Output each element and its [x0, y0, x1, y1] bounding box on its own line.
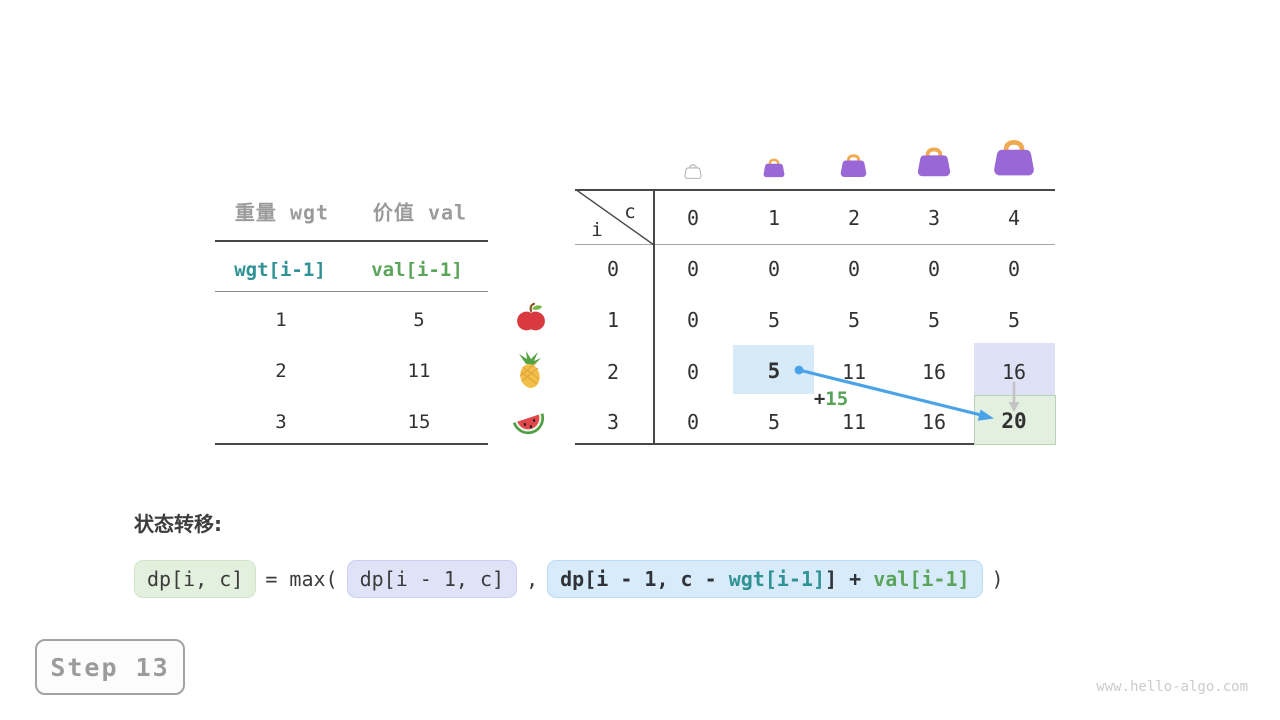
dp-cell-r3-c2: 11 [841, 410, 867, 434]
dp-corner-col-var: c [624, 201, 636, 223]
dp-cell-r1-c2: 5 [847, 308, 861, 332]
dp-cell-r1-c0: 0 [686, 308, 700, 332]
dp-row-header-0: 0 [606, 257, 620, 281]
dp-cell-r0-c2: 0 [847, 257, 861, 281]
state-transition-formula: dp[i, c] = max( dp[i - 1, c] , dp[i - 1,… [134, 560, 1004, 598]
dp-col-header-2: 2 [847, 206, 861, 230]
add-value: 15 [825, 388, 849, 410]
bag-icon-capacity-0 [684, 164, 702, 179]
formula-close-paren: ) [991, 567, 1004, 591]
dp-cell-r2-c0: 0 [686, 360, 700, 384]
item-weight-2: 2 [275, 360, 287, 382]
item-table-header-value: 价值 val [372, 200, 468, 225]
item-weight-3: 3 [275, 411, 287, 433]
item-value-2: 11 [407, 360, 431, 382]
pineapple-icon [519, 351, 541, 388]
watermelon-icon [512, 413, 545, 435]
formula-option2-val: val[i-1] [873, 567, 970, 591]
dp-row-header-1: 1 [606, 308, 620, 332]
dp-cell-r1-c4: 5 [1007, 308, 1021, 332]
dp-table-vertical-rule [653, 189, 655, 445]
apple-icon [517, 302, 545, 331]
formula-option2-wgt: wgt[i-1] [728, 567, 826, 591]
add-plus-sign: + [813, 388, 826, 410]
bag-icon-capacity-1 [763, 158, 785, 178]
dp-cell-r3-c4-result: 20 [1001, 409, 1027, 433]
dp-table-header-rule [575, 244, 1055, 245]
dp-cell-r1-c3: 5 [927, 308, 941, 332]
dp-cell-r2-c4-compare: 16 [1001, 360, 1027, 384]
dp-cell-r2-c3: 16 [921, 360, 947, 384]
item-weight-1: 1 [275, 309, 287, 331]
dp-cell-r3-c1: 5 [767, 410, 781, 434]
bag-icon-capacity-4 [994, 140, 1034, 176]
item-table-wgt-formula: wgt[i-1] [234, 259, 326, 281]
item-value-3: 15 [407, 411, 431, 433]
watermark: www.hello-algo.com [1096, 679, 1248, 695]
dp-cell-r0-c1: 0 [767, 257, 781, 281]
formula-eq-max: = max( [265, 567, 338, 591]
dp-corner-row-var: i [591, 219, 603, 241]
formula-comma: , [526, 567, 539, 591]
dp-table-top-rule [575, 189, 1055, 191]
dp-cell-r0-c4: 0 [1007, 257, 1021, 281]
item-table-mid-rule [215, 291, 488, 292]
bag-icon-capacity-3 [917, 147, 951, 177]
item-table-bottom-rule [215, 443, 488, 445]
state-transition-label: 状态转移: [134, 512, 222, 536]
dp-row-header-3: 3 [606, 410, 620, 434]
add-value-annotation: +15 [814, 388, 848, 410]
dp-cell-r2-c1-source: 5 [767, 359, 781, 383]
dp-cell-r0-c0: 0 [686, 257, 700, 281]
dp-col-header-1: 1 [767, 206, 781, 230]
step-badge: Step 13 [35, 639, 185, 695]
dp-cell-r1-c1: 5 [767, 308, 781, 332]
dp-cell-r2-c2: 11 [841, 360, 867, 384]
dp-col-header-3: 3 [927, 206, 941, 230]
formula-option2-prefix: dp[i - 1, c - [560, 567, 729, 591]
item-table-top-rule [215, 240, 488, 242]
dp-cell-r3-c3: 16 [921, 410, 947, 434]
dp-col-header-4: 4 [1007, 206, 1021, 230]
dp-table-bottom-rule [575, 443, 1055, 445]
item-table-header-weight: 重量 wgt [234, 200, 330, 225]
bag-icon-capacity-2 [840, 154, 867, 177]
formula-lhs-box: dp[i, c] [134, 560, 257, 598]
formula-option2-mid: ] + [825, 567, 874, 591]
dp-corner-diagonal [575, 189, 655, 246]
item-value-1: 5 [413, 309, 425, 331]
formula-option2-box: dp[i - 1, c - wgt[i-1]] + val[i-1] [547, 560, 983, 598]
formula-option1-box: dp[i - 1, c] [346, 560, 518, 598]
dp-col-header-0: 0 [686, 206, 700, 230]
dp-row-header-2: 2 [606, 360, 620, 384]
item-table-val-formula: val[i-1] [371, 259, 463, 281]
dp-cell-r3-c0: 0 [686, 410, 700, 434]
dp-cell-r0-c3: 0 [927, 257, 941, 281]
